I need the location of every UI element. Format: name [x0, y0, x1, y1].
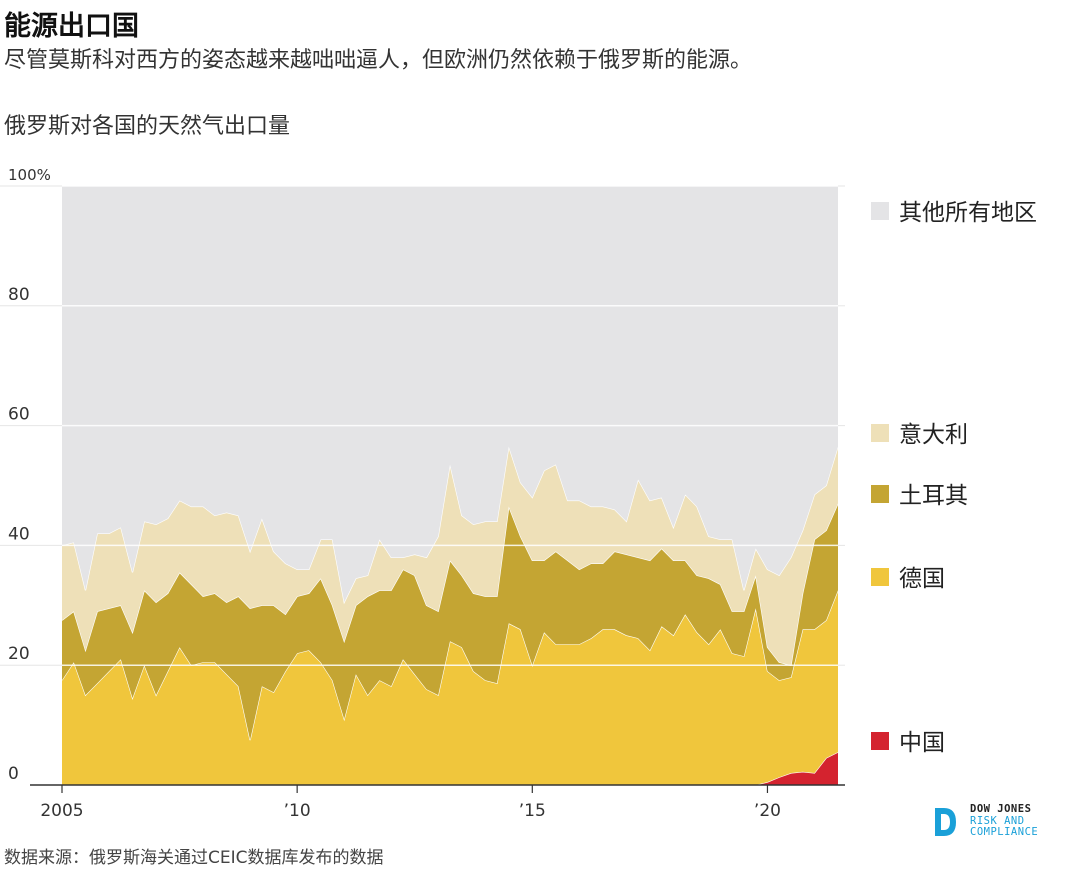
legend-swatch-germany	[871, 568, 889, 586]
legend-swatch-others	[871, 202, 889, 220]
y-tick-label: 60	[8, 405, 30, 425]
legend-label-others: 其他所有地区	[899, 200, 1037, 226]
page-title: 能源出口国	[4, 11, 139, 42]
y-axis: 0 20 40 60 80 100%	[8, 166, 51, 784]
logo-line-3: COMPLIANCE	[970, 826, 1039, 838]
logo-line-1: DOW JONES	[970, 803, 1032, 815]
legend-swatch-turkey	[871, 485, 889, 503]
y-tick-label: 0	[8, 764, 19, 784]
legend-label-italy: 意大利	[899, 422, 968, 448]
y-tick-label: 20	[8, 644, 30, 664]
area-layer	[61, 186, 839, 786]
x-tick-label: 2005	[40, 801, 83, 821]
stacked-area-chart: 0 20 40 60 80 100% 2005 ’10 ’15 ’20 中国 德国 土耳其 意大利 其他…	[0, 166, 1037, 821]
x-axis: 2005 ’10 ’15 ’20	[30, 784, 845, 821]
legend-label-turkey: 土耳其	[899, 483, 968, 509]
legend: 中国 德国 土耳其 意大利 其他所有地区	[871, 200, 1037, 756]
legend-label-germany: 德国	[899, 566, 945, 592]
area-italy	[62, 446, 838, 666]
y-tick-label: 80	[8, 285, 30, 305]
y-tick-label: 40	[8, 524, 30, 544]
chart-title: 俄罗斯对各国的天然气出口量	[4, 114, 291, 139]
legend-swatch-italy	[871, 424, 889, 442]
page-subtitle: 尽管莫斯科对西方的姿态越来越咄咄逼人，但欧洲仍然依赖于俄罗斯的能源。	[4, 48, 753, 73]
x-tick-label: ’15	[519, 801, 546, 821]
x-tick-label: ’10	[284, 801, 311, 821]
dow-jones-logo-icon	[935, 808, 956, 836]
grid-layer	[0, 185, 845, 666]
x-tick-label: ’20	[754, 801, 781, 821]
source-note: 数据来源：俄罗斯海关通过CEIC数据库发布的数据	[4, 848, 384, 868]
logo-line-2: RISK AND	[970, 814, 1025, 827]
area-others	[62, 186, 838, 603]
area-germany	[62, 590, 838, 785]
legend-swatch-china	[871, 732, 889, 750]
dow-jones-logo: DOW JONES RISK AND COMPLIANCE	[930, 803, 1060, 840]
area-turkey	[62, 503, 838, 741]
y-tick-label: 100%	[8, 166, 51, 184]
legend-label-china: 中国	[899, 730, 945, 756]
